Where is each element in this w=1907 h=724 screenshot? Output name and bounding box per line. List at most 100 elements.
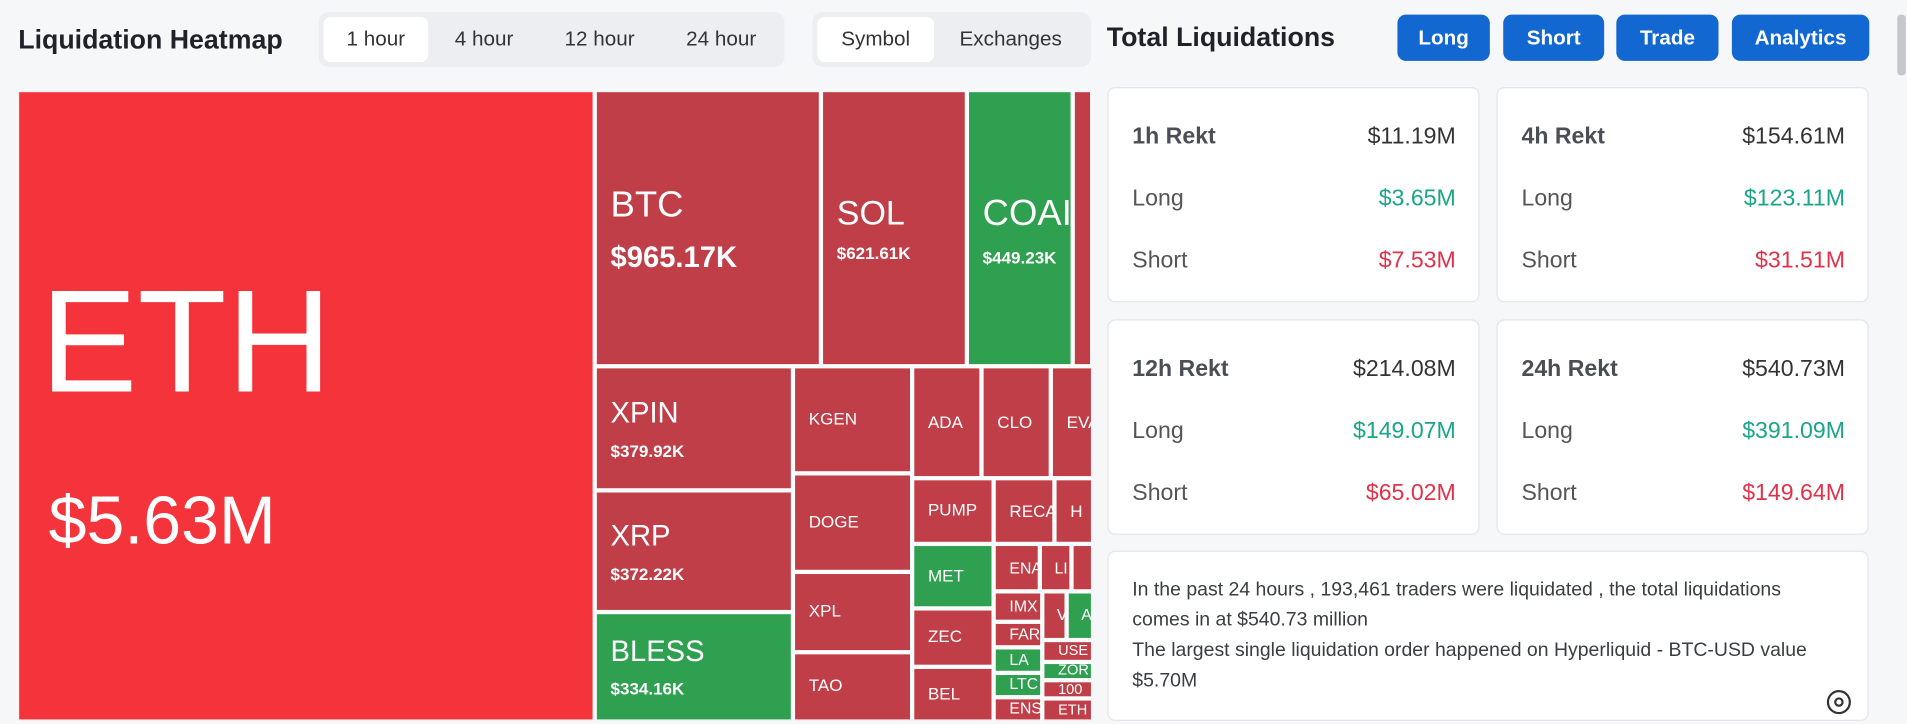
row-value: $3.65M	[1379, 185, 1456, 211]
rekt-card	[1496, 319, 1869, 535]
tile-symbol: ETH	[1058, 702, 1087, 718]
tile-symbol: ENA	[1009, 561, 1042, 578]
rekt-card	[1496, 87, 1869, 303]
heatmap-tile[interactable]	[912, 544, 994, 609]
button[interactable]	[1503, 14, 1605, 61]
view-tab[interactable]: Exchanges	[960, 28, 1062, 51]
heatmap-tile[interactable]	[981, 366, 1051, 478]
tile-symbol: BEL	[928, 684, 960, 703]
heatmap-tile[interactable]	[993, 478, 1055, 544]
button-label[interactable]: Long	[1418, 26, 1469, 49]
card-total: $540.73M	[1742, 355, 1845, 381]
heatmap-tile[interactable]	[793, 652, 912, 721]
heatmap-tile[interactable]	[595, 612, 793, 721]
time-tab[interactable]: 1 hour	[347, 28, 406, 51]
heatmap-tile[interactable]	[993, 591, 1042, 622]
tile-symbol: LA	[1009, 652, 1029, 669]
tile-symbol: USE	[1058, 643, 1088, 659]
button[interactable]	[1616, 14, 1719, 61]
row-value: $65.02M	[1366, 479, 1456, 505]
card-total: $11.19M	[1368, 123, 1456, 149]
summary-line: In the past 24 hours , 193,461 traders w…	[1132, 578, 1781, 600]
heatmap-tile[interactable]	[595, 366, 793, 491]
heatmap-tile[interactable]	[595, 490, 793, 612]
heatmap-tile[interactable]	[793, 572, 912, 652]
card-title: 12h Rekt	[1132, 355, 1229, 381]
tile-symbol: CLO	[997, 413, 1032, 432]
tile-value: $621.61K	[837, 244, 911, 263]
row-value: $123.11M	[1744, 185, 1845, 211]
tile-symbol: EVA	[1067, 413, 1100, 432]
row-label: Long	[1521, 417, 1572, 443]
button-label[interactable]: Trade	[1640, 26, 1695, 49]
heatmap-tile[interactable]	[1054, 478, 1092, 544]
row-label: Short	[1521, 479, 1577, 505]
heatmap-tile[interactable]	[912, 366, 982, 478]
card-total: $214.08M	[1353, 355, 1456, 381]
tile-symbol: ENS	[1009, 701, 1041, 718]
row-label: Short	[1132, 247, 1188, 273]
row-value: $391.09M	[1742, 417, 1845, 443]
heatmap-tile[interactable]	[993, 544, 1040, 592]
heatmap-tile[interactable]	[993, 647, 1042, 673]
heatmap-tile[interactable]	[967, 91, 1073, 366]
card-title: 24h Rekt	[1521, 355, 1618, 381]
tile-symbol: RECA	[1009, 502, 1057, 521]
heatmap-tile[interactable]	[993, 622, 1042, 648]
heatmap-tile[interactable]	[1042, 680, 1092, 699]
tile-symbol: MET	[928, 566, 964, 585]
row-value: $7.53M	[1379, 247, 1456, 273]
heatmap-tile[interactable]	[595, 91, 821, 366]
heatmap-tile[interactable]	[912, 608, 994, 667]
tile-symbol: BLESS	[611, 636, 705, 668]
heatmap-tile[interactable]	[1040, 544, 1072, 592]
heatmap-tile[interactable]	[793, 366, 912, 474]
tile-symbol: TAO	[809, 676, 843, 695]
heatmap-tile[interactable]	[1042, 698, 1092, 721]
heatmap-tile[interactable]	[821, 91, 967, 366]
button-label[interactable]: Short	[1527, 26, 1581, 49]
row-label: Long	[1132, 185, 1183, 211]
summary-line: The largest single liquidation order hap…	[1132, 639, 1807, 661]
button[interactable]	[1731, 14, 1870, 61]
heatmap-tile[interactable]	[993, 673, 1042, 697]
active-tab	[323, 17, 429, 63]
heatmap-tile	[1071, 544, 1091, 592]
row-value: $31.51M	[1755, 247, 1845, 273]
tile-symbol: DOGE	[809, 513, 859, 532]
tile-value: $965.17K	[611, 242, 738, 274]
heatmap-tile[interactable]	[1042, 640, 1092, 662]
tile-symbol: A	[1081, 607, 1092, 624]
tile-value: $449.23K	[983, 249, 1057, 268]
heatmap-tile[interactable]	[1042, 591, 1067, 640]
button-label[interactable]: Analytics	[1755, 26, 1847, 49]
tile-value: $334.16K	[611, 679, 685, 698]
tile-symbol: ZOR	[1058, 662, 1089, 678]
heatmap-tile[interactable]	[18, 91, 595, 721]
time-tab[interactable]: 12 hour	[565, 28, 635, 51]
heatmap-tile[interactable]	[793, 473, 912, 572]
heatmap-tile[interactable]	[1066, 591, 1092, 640]
tile-symbol: LTC	[1009, 676, 1038, 693]
heatmap-tile[interactable]	[1042, 662, 1092, 680]
heatmap-tile[interactable]	[1051, 366, 1101, 478]
heatmap-tile[interactable]	[912, 667, 994, 721]
heatmap-tile	[1072, 91, 1091, 366]
time-tab[interactable]: 4 hour	[455, 28, 514, 51]
tile-symbol: COAI	[983, 192, 1072, 233]
tile-symbol: ETH	[40, 259, 332, 422]
heatmap-tile[interactable]	[993, 697, 1042, 721]
rekt-card	[1107, 87, 1480, 303]
heatmap-tile[interactable]	[912, 478, 994, 544]
settings-icon[interactable]	[1826, 690, 1851, 715]
time-tab[interactable]: 24 hour	[686, 28, 756, 51]
tile-symbol: FAR	[1009, 626, 1040, 643]
rekt-card	[1107, 319, 1480, 535]
card-total: $154.61M	[1742, 123, 1845, 149]
view-tab[interactable]: Symbol	[841, 28, 910, 51]
button[interactable]	[1397, 14, 1490, 61]
card-title: 1h Rekt	[1132, 123, 1216, 149]
row-value: $149.07M	[1353, 417, 1456, 443]
